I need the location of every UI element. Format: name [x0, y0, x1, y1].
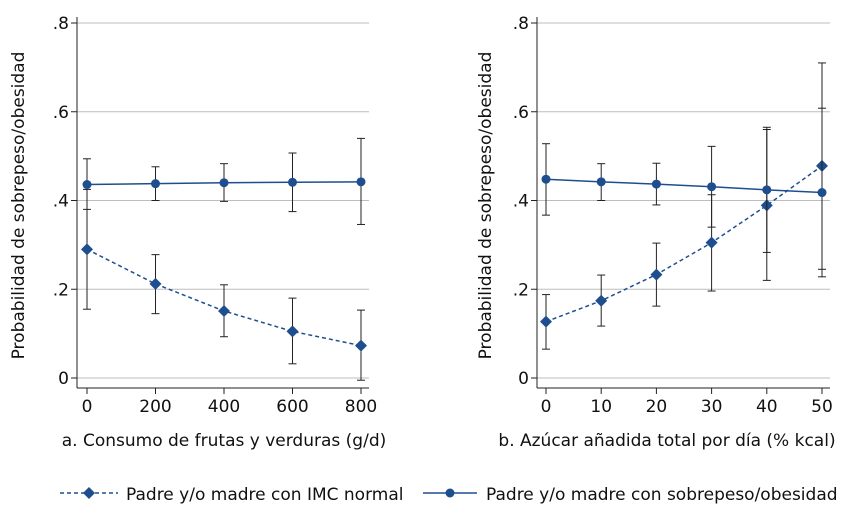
legend-item-sobrepeso: Padre y/o madre con sobrepeso/obesidad [423, 485, 838, 505]
y-tick-label: .6 [513, 103, 529, 123]
series-sobrepeso [82, 137, 366, 225]
data-point-diamond [286, 325, 299, 338]
y-tick-label: 0 [518, 369, 529, 389]
legend-swatch-diamond-icon [83, 487, 95, 499]
legend-item-normal: Padre y/o madre con IMC normal [60, 485, 403, 505]
x-tick-label: 200 [139, 397, 171, 417]
y-tick-label: .4 [513, 192, 529, 212]
series-sobrepeso [541, 107, 827, 278]
data-point-circle [707, 182, 717, 192]
chart-panel-b: 0 .2 .4 .6 .8 0 10 20 30 40 50 b. Azúcar añadida to… [476, 14, 836, 451]
data-point-circle [596, 177, 606, 187]
data-point-circle [762, 185, 772, 195]
x-tick-label: 30 [701, 397, 723, 417]
data-point-circle [817, 188, 827, 198]
x-tick-label: 0 [541, 397, 552, 417]
x-tick-label: 20 [646, 397, 668, 417]
x-tick-label: 600 [276, 397, 308, 417]
legend: Padre y/o madre con IMC normal Padre y/o… [60, 485, 838, 505]
data-point-diamond [81, 243, 93, 256]
chart-panel-a: 0 .2 .4 .6 .8 0 200 400 600 800 a. Consumo de frut… [9, 14, 386, 451]
y-axis-label: Probabilidad de sobrepeso/obesidad [476, 52, 496, 360]
data-point-circle [288, 177, 297, 187]
data-point-circle [651, 179, 661, 189]
series-normal [540, 62, 828, 350]
y-tick-label: .6 [53, 103, 69, 123]
y-tick-label: .2 [53, 280, 69, 300]
data-point-circle [82, 180, 92, 190]
data-point-diamond [650, 268, 663, 281]
legend-swatch-circle-icon [445, 488, 455, 498]
legend-label-normal: Padre y/o madre con IMC normal [126, 485, 403, 505]
series-line [545, 165, 823, 323]
x-tick-label: 0 [82, 397, 93, 417]
series-normal [81, 188, 367, 381]
y-tick-label: .8 [53, 14, 69, 34]
data-point-circle [219, 178, 229, 188]
x-tick-label: 800 [345, 397, 377, 417]
data-point-circle [356, 177, 366, 187]
y-tick-label: .4 [53, 192, 69, 212]
series-line [545, 178, 823, 194]
legend-label-sobrepeso: Padre y/o madre con sobrepeso/obesidad [486, 485, 838, 505]
data-point-diamond [218, 304, 230, 317]
y-tick-label: 0 [58, 369, 69, 389]
x-tick-label: 10 [590, 397, 612, 417]
data-point-diamond [355, 339, 367, 352]
x-tick-label: 40 [756, 397, 778, 417]
x-axis-label: a. Consumo de frutas y verduras (g/d) [62, 431, 387, 451]
data-point-diamond [149, 277, 162, 290]
x-axis-label: b. Azúcar añadida total por día (% kcal) [498, 431, 835, 451]
data-point-diamond [705, 236, 718, 249]
data-point-circle [151, 179, 160, 189]
x-tick-label: 400 [208, 397, 240, 417]
y-tick-label: .2 [513, 280, 529, 300]
data-point-diamond [540, 315, 552, 328]
y-tick-label: .8 [513, 14, 529, 34]
data-point-diamond [595, 294, 608, 307]
data-point-circle [541, 174, 551, 184]
y-axis-label: Probabilidad de sobrepeso/obesidad [9, 52, 29, 360]
x-tick-label: 50 [811, 397, 833, 417]
